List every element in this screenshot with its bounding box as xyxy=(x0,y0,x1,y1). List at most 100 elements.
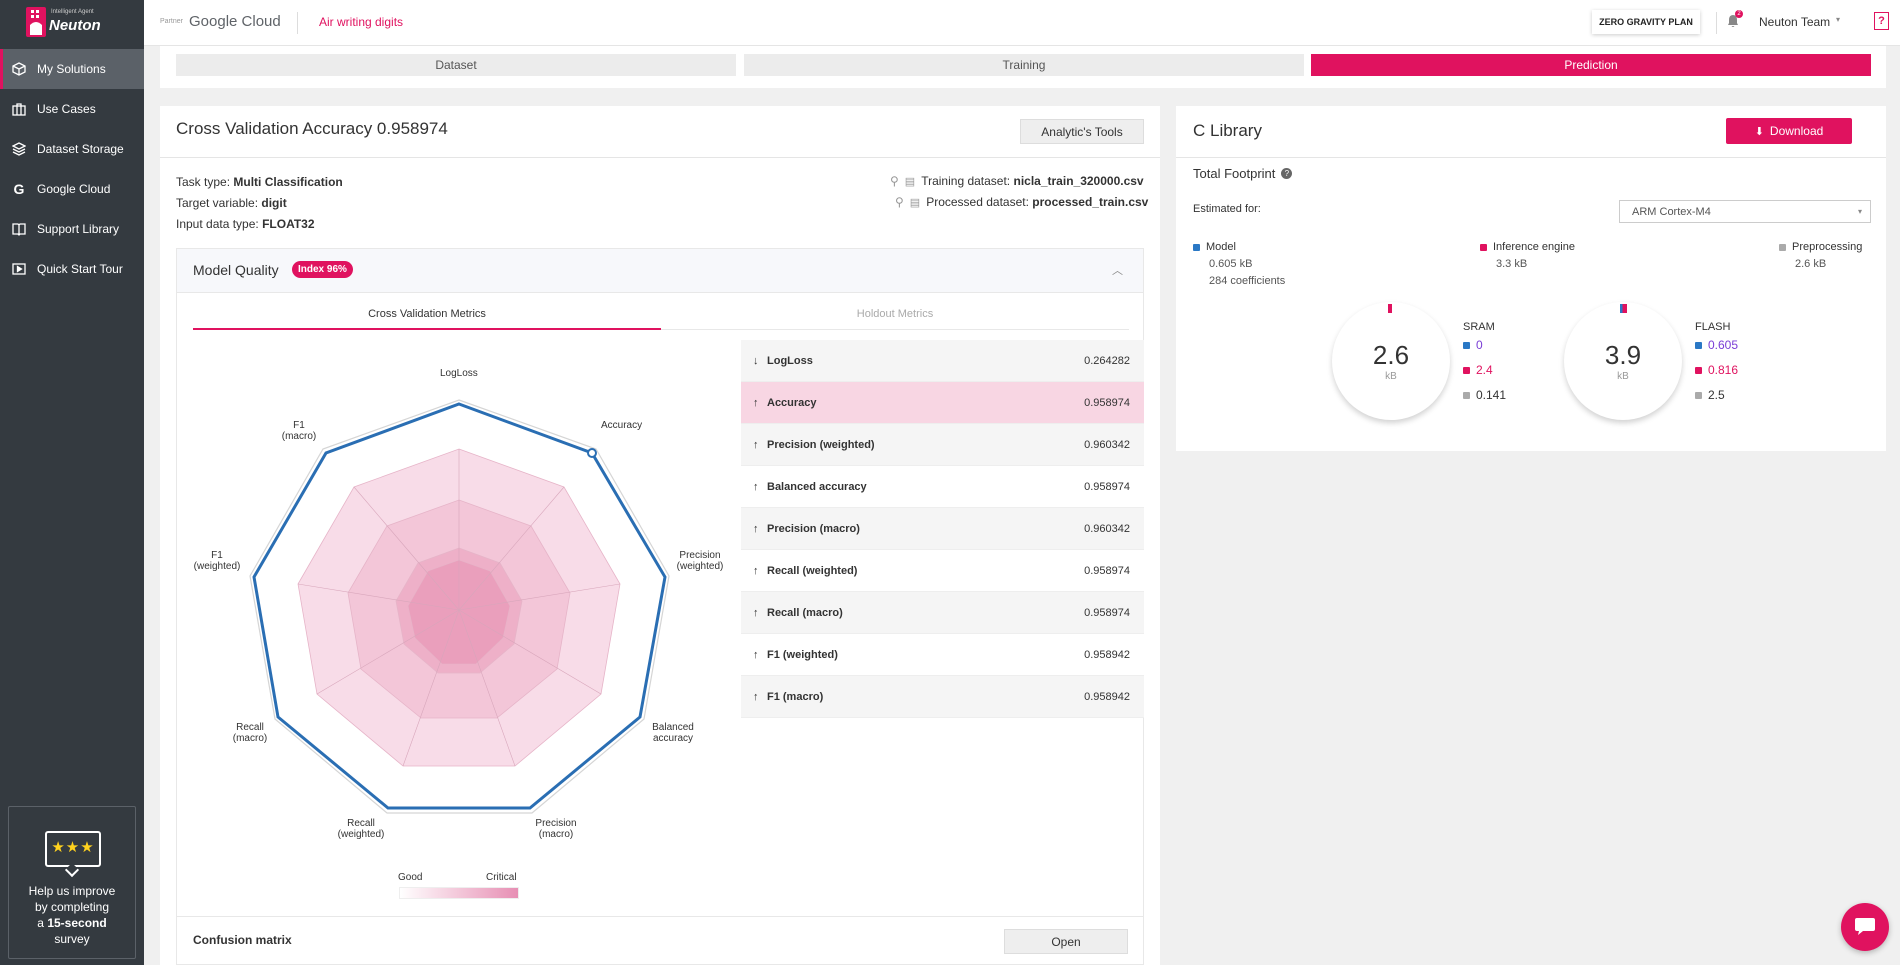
arrow-up-icon: ↑ xyxy=(753,606,759,619)
chevron-down-icon: ▾ xyxy=(1857,207,1862,216)
estimated-select[interactable]: ARM Cortex-M4 ▾ xyxy=(1619,200,1871,223)
metric-value: 0.960342 xyxy=(1084,522,1130,535)
play-icon xyxy=(11,261,27,277)
sidebar-item-use-cases[interactable]: Use Cases xyxy=(0,89,144,129)
metric-row-precision-weighted[interactable]: ↑ Precision (weighted) 0.960342 xyxy=(741,424,1144,466)
page-title: Cross Validation Accuracy 0.958974 xyxy=(176,119,448,138)
radar-band-1 xyxy=(407,559,511,665)
team-name[interactable]: Neuton Team xyxy=(1759,15,1831,29)
model-coefficients: 284 coefficients xyxy=(1209,275,1286,287)
metric-row-balanced-accuracy[interactable]: ↑ Balanced accuracy 0.958974 xyxy=(741,466,1144,508)
metric-row-logloss[interactable]: ↓ LogLoss 0.264282 xyxy=(741,340,1144,382)
help-button[interactable]: ? xyxy=(1874,12,1889,30)
engine-size: 3.3 kB xyxy=(1496,258,1528,270)
download-button[interactable]: ⬇ Download xyxy=(1726,118,1852,144)
sram-total: 2.6 xyxy=(1372,340,1410,370)
sidebar-item-my-solutions[interactable]: My Solutions xyxy=(0,49,144,89)
sidebar-item-google-cloud[interactable]: G Google Cloud xyxy=(0,169,144,209)
sidebar-item-label: My Solutions xyxy=(37,62,106,76)
project-name[interactable]: Air writing digits xyxy=(319,15,404,29)
metric-row-f1-macro[interactable]: ↑ F1 (macro) 0.958942 xyxy=(741,676,1144,718)
metric-row-recall-weighted[interactable]: ↑ Recall (weighted) 0.958974 xyxy=(741,550,1144,592)
metric-row-recall-macro[interactable]: ↑ Recall (macro) 0.958974 xyxy=(741,592,1144,634)
radar-label-balanced-accuracy: Balanced accuracy xyxy=(652,722,694,744)
plan-badge[interactable]: ZERO GRAVITY PLAN xyxy=(1592,10,1700,34)
flash-engine-line: 0.816 xyxy=(1695,363,1738,377)
sidebar-item-dataset-storage[interactable]: Dataset Storage xyxy=(0,129,144,169)
bell-icon[interactable] xyxy=(1727,14,1739,31)
sidebar-item-label: Dataset Storage xyxy=(37,142,124,156)
sram-pre-value: 0.141 xyxy=(1476,388,1507,402)
briefcase-icon xyxy=(11,101,27,117)
sidebar-item-quick-start-tour[interactable]: Quick Start Tour xyxy=(0,249,144,289)
survey-text-bold: 15-second xyxy=(47,916,107,930)
chevron-down-icon[interactable]: ▾ xyxy=(1836,15,1841,24)
top-bar: Partner Google Cloud Air writing digits … xyxy=(144,0,1900,46)
sram-arc-marker xyxy=(1388,304,1392,313)
flash-pre-line: 2.5 xyxy=(1695,388,1725,402)
sram-circle: 2.6 kB xyxy=(1332,302,1450,420)
help-circle-icon[interactable]: ? xyxy=(1281,168,1293,179)
cube-icon xyxy=(11,61,27,77)
input-type-value: FLOAT32 xyxy=(262,217,315,231)
search-icon[interactable]: ⚲ xyxy=(890,174,899,188)
sram-model-value: 0 xyxy=(1476,338,1483,352)
metric-row-accuracy[interactable]: ↑ Accuracy 0.958974 xyxy=(741,382,1144,424)
flash-pre-value: 2.5 xyxy=(1708,388,1725,402)
file-icon: ▤ xyxy=(904,175,916,188)
scale-gradient xyxy=(399,887,519,899)
metric-value: 0.958974 xyxy=(1084,606,1130,619)
model-size: 0.605 kB xyxy=(1209,258,1253,270)
metric-value: 0.958974 xyxy=(1084,480,1130,493)
chat-button[interactable] xyxy=(1841,903,1889,951)
open-button[interactable]: Open xyxy=(1004,929,1128,954)
confusion-matrix-label: Confusion matrix xyxy=(193,933,292,947)
metric-name: Recall (macro) xyxy=(767,606,843,619)
training-dataset-value: nicla_train_320000.csv xyxy=(1013,174,1144,188)
processed-dataset-label: Processed dataset: xyxy=(926,195,1029,209)
radar-label-f1-macro: F1 (macro) xyxy=(281,420,317,442)
flash-model-value: 0.605 xyxy=(1708,338,1739,352)
tab-holdout[interactable]: Holdout Metrics xyxy=(856,308,934,320)
survey-text-2: by completing xyxy=(34,900,110,914)
metric-name: F1 (weighted) xyxy=(767,648,838,661)
neuton-logo[interactable]: Intelligent Agent Neuton xyxy=(0,0,144,49)
estimated-label: Estimated for: xyxy=(1193,203,1261,215)
radar-chart xyxy=(249,399,670,814)
c-library-title: C Library xyxy=(1193,121,1262,140)
tab-prediction[interactable]: Prediction xyxy=(1311,54,1871,76)
tab-dataset[interactable]: Dataset xyxy=(176,54,736,76)
metric-row-f1-weighted[interactable]: ↑ F1 (weighted) 0.958942 xyxy=(741,634,1144,676)
flash-model-line: 0.605 xyxy=(1695,338,1738,352)
notification-badge: 2 xyxy=(1735,10,1743,18)
flash-circle: 3.9 kB xyxy=(1564,302,1682,420)
metric-value: 0.960342 xyxy=(1084,438,1130,451)
chevron-up-icon[interactable]: ︿ xyxy=(1112,265,1123,277)
metric-value: 0.958942 xyxy=(1084,690,1130,703)
sidebar-item-label: Use Cases xyxy=(37,102,96,116)
footprint-title: Total Footprint xyxy=(1193,166,1276,181)
analytics-tools-button[interactable]: Analytic's Tools xyxy=(1020,119,1144,144)
download-label: Download xyxy=(1769,124,1824,138)
c-library-card xyxy=(1176,106,1886,451)
radar-label-precision-weighted: Precision (weighted) xyxy=(676,550,724,572)
radar-label-precision-macro: Precision (macro) xyxy=(535,818,577,840)
tab-training[interactable]: Training xyxy=(744,54,1304,76)
target-label: Target variable: xyxy=(176,196,259,210)
radar-accuracy-marker xyxy=(587,448,597,458)
file-icon: ▤ xyxy=(909,196,921,209)
input-type-label: Input data type: xyxy=(176,217,259,231)
download-icon: ⬇ xyxy=(1754,125,1764,138)
sidebar-item-support-library[interactable]: Support Library xyxy=(0,209,144,249)
radar-label-f1-weighted: F1 (weighted) xyxy=(193,550,241,572)
survey-box[interactable]: ★★★ Help us improve by completing a 15-s… xyxy=(8,806,136,959)
training-dataset-row: ⚲ ▤ Training dataset: nicla_train_320000… xyxy=(890,174,1144,188)
arrow-up-icon: ↑ xyxy=(753,396,759,409)
partner-label: Partner xyxy=(160,18,183,25)
metric-name: F1 (macro) xyxy=(767,690,824,703)
flash-unit: kB xyxy=(1617,371,1629,382)
tab-cross-validation[interactable]: Cross Validation Metrics xyxy=(368,308,486,320)
search-icon[interactable]: ⚲ xyxy=(895,195,904,209)
survey-text-4: survey xyxy=(54,932,90,946)
metric-row-precision-macro[interactable]: ↑ Precision (macro) 0.960342 xyxy=(741,508,1144,550)
